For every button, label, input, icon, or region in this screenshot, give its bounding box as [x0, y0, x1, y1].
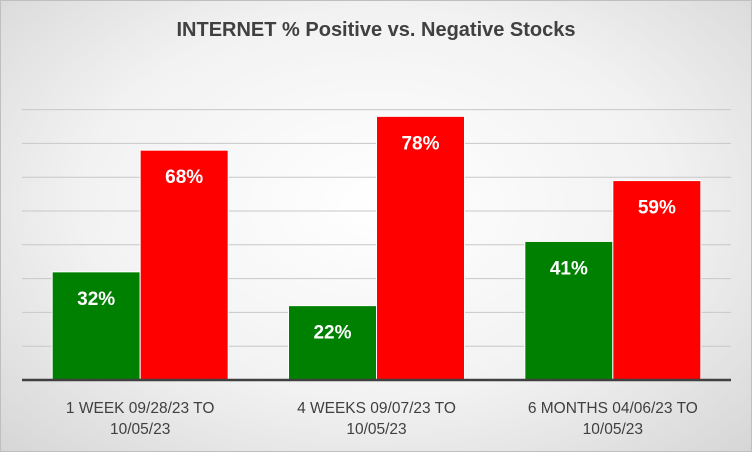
- chart-title: INTERNET % Positive vs. Negative Stocks: [176, 19, 576, 41]
- positive-data-label: 41%: [550, 258, 588, 279]
- category-label: 6 MONTHS 04/06/23 TO: [528, 400, 698, 417]
- positive-bar: [524, 240, 614, 381]
- negative-data-label: 68%: [165, 167, 203, 188]
- category-label: 4 WEEKS 09/07/23 TO: [297, 400, 456, 417]
- category-label: 10/05/23: [346, 421, 406, 438]
- negative-data-label: 59%: [638, 198, 676, 219]
- positive-data-label: 32%: [77, 289, 115, 310]
- category-label: 10/05/23: [110, 421, 170, 438]
- category-label: 1 WEEK 09/28/23 TO: [66, 400, 214, 417]
- category-label: 10/05/23: [583, 421, 643, 438]
- negative-bar: [612, 180, 702, 381]
- negative-bar: [376, 115, 465, 381]
- negative-data-label: 78%: [401, 133, 439, 154]
- positive-data-label: 22%: [313, 323, 351, 344]
- negative-bar: [139, 149, 229, 381]
